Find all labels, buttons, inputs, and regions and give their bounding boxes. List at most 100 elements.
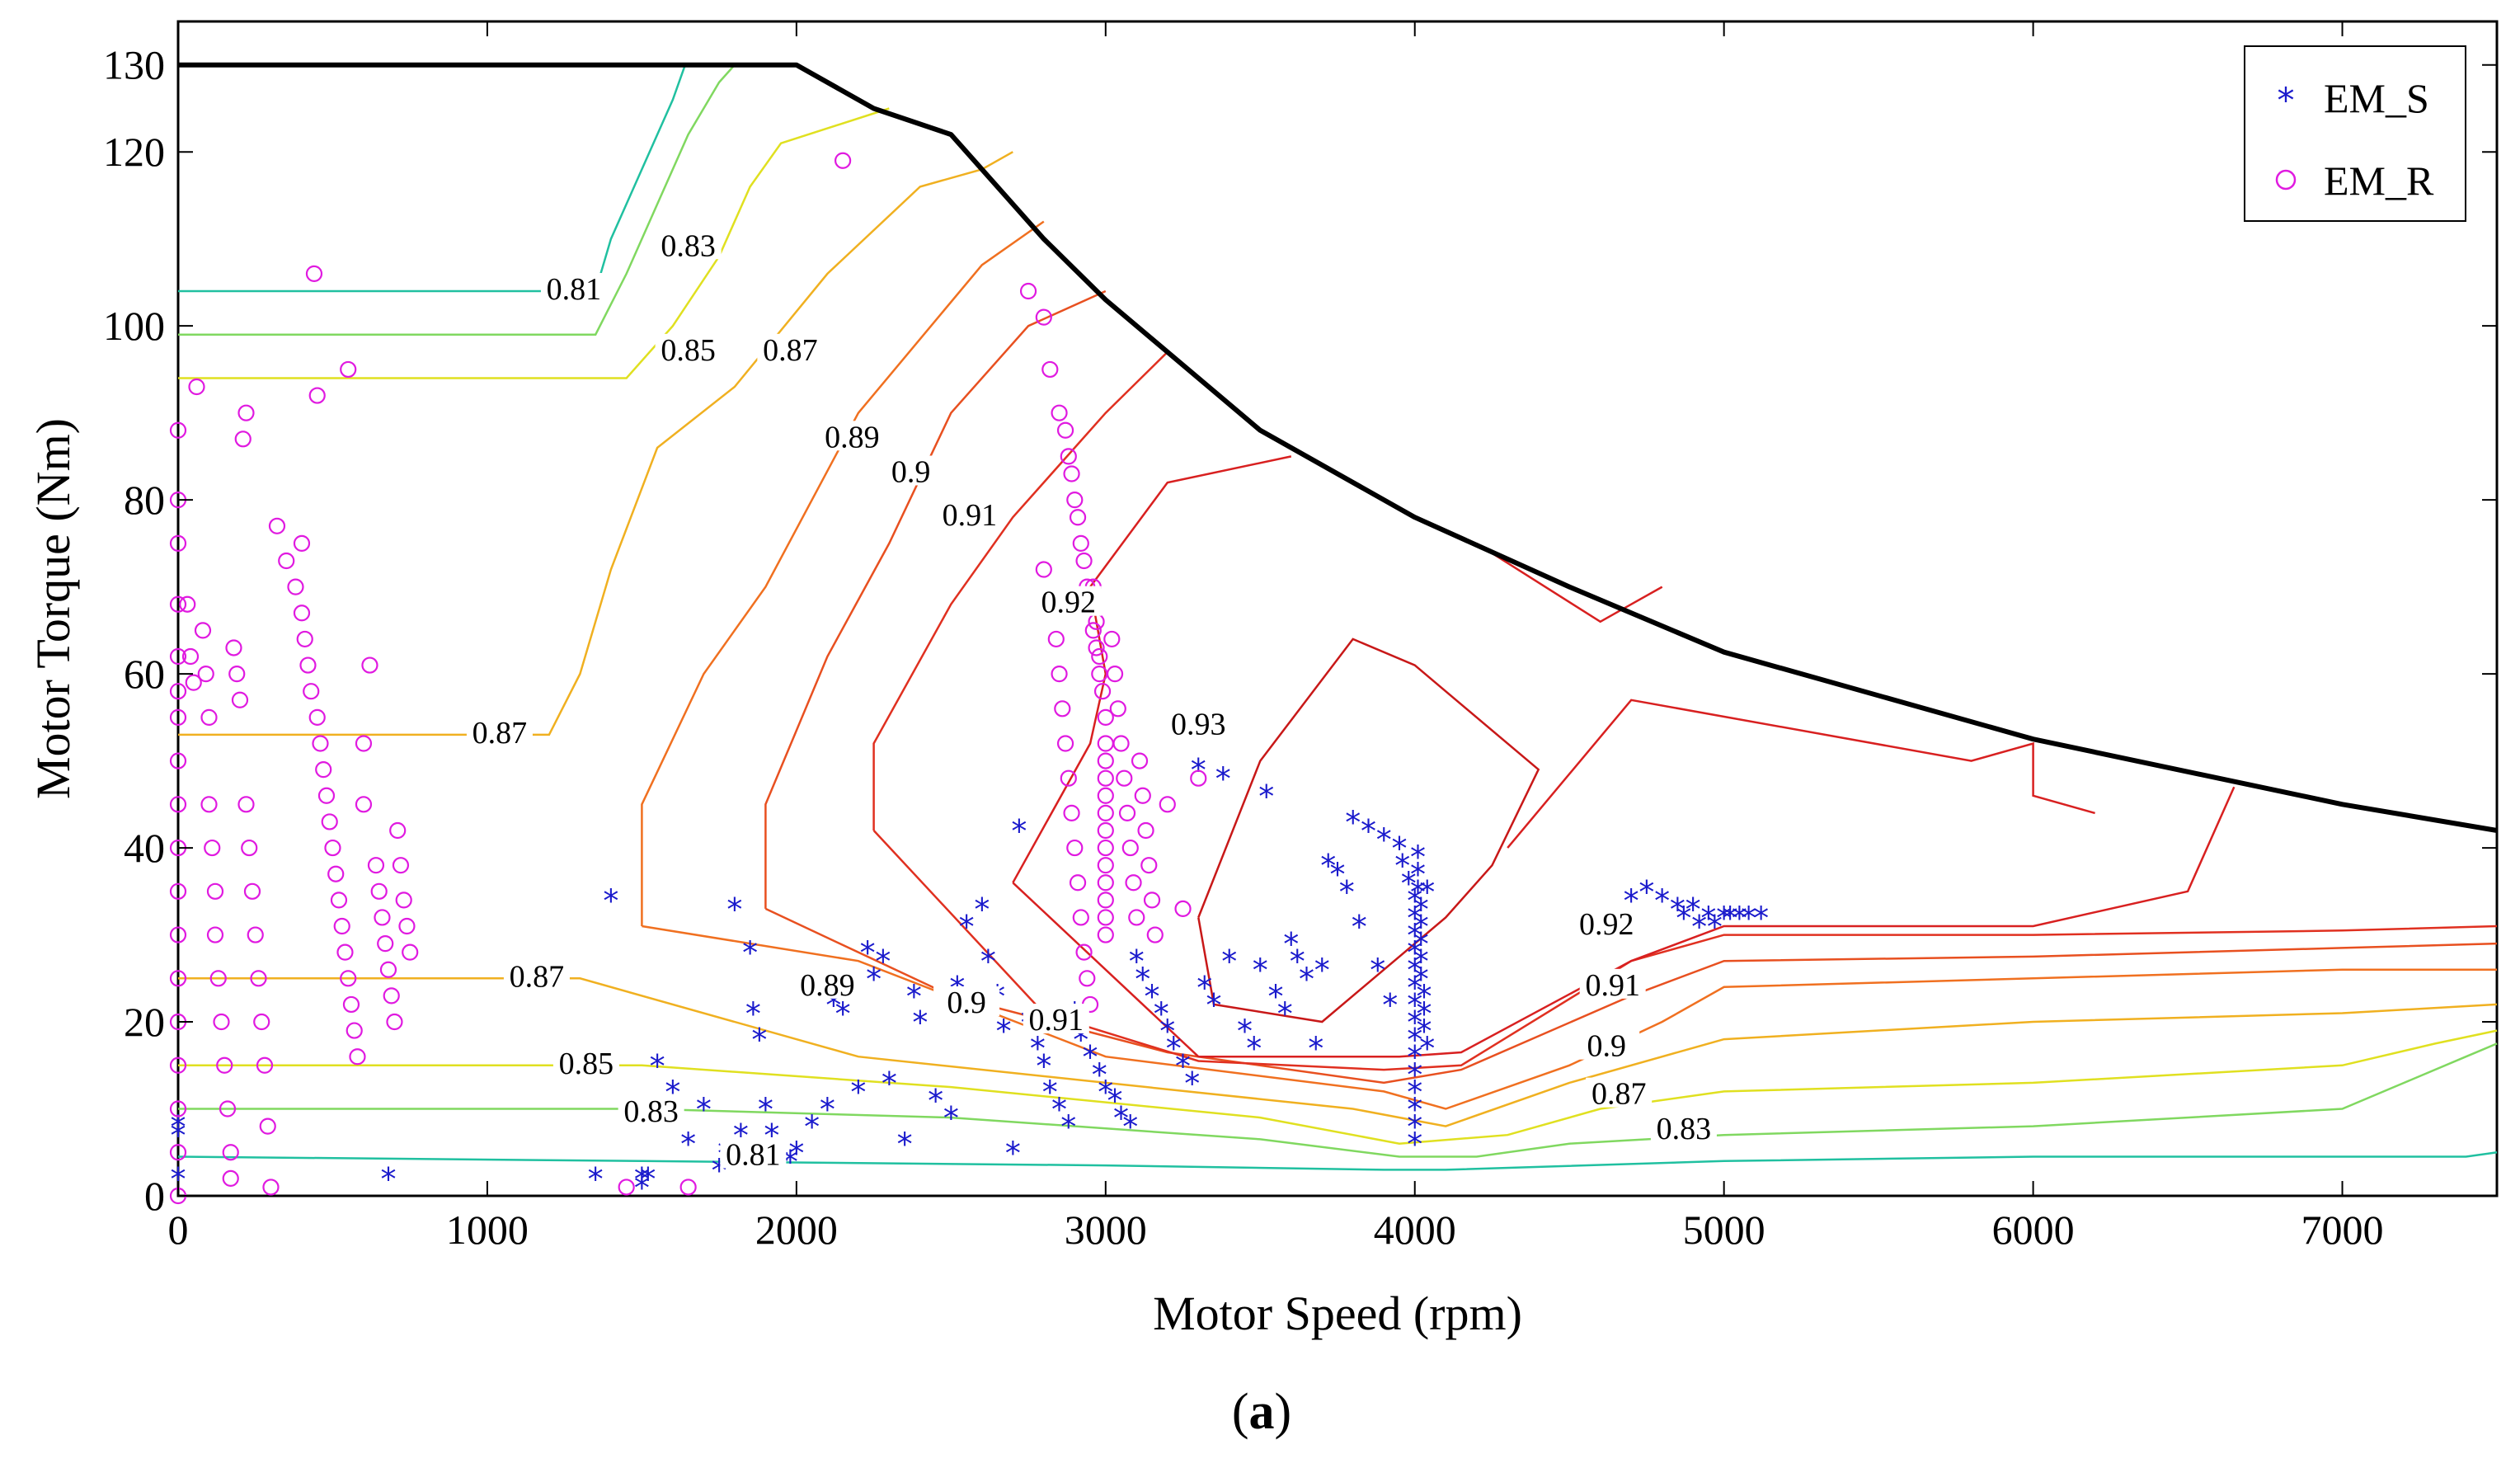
em-r-point	[321, 813, 338, 830]
em-r-point	[1035, 561, 1052, 578]
em-r-point	[1097, 752, 1114, 769]
y-axis-ticks: 0 20 40 60 80 100 120 130	[103, 42, 2497, 1219]
em-r-point	[389, 821, 407, 840]
em-s-point: *	[1011, 813, 1027, 849]
em-s-point: *	[1175, 1048, 1191, 1085]
em-r-point	[1112, 735, 1130, 752]
em-r-point	[1128, 909, 1145, 926]
em-s-point: *	[1413, 892, 1429, 928]
em-s-point: *	[742, 935, 758, 972]
contour-label-bg	[720, 1138, 787, 1169]
em-s-point: *	[1258, 779, 1274, 815]
em-r-point	[1159, 796, 1176, 813]
contour-label: 0.85	[559, 1047, 614, 1081]
contour-label: 0.83	[661, 228, 716, 263]
em-s-point: *	[882, 1066, 897, 1102]
em-r-point	[308, 708, 326, 726]
em-r-point	[1116, 769, 1133, 787]
em-r-point	[1075, 552, 1093, 570]
y-tick-label: 0	[144, 1173, 165, 1219]
em-s-point: *	[1345, 804, 1361, 840]
y-tick-label: 40	[124, 825, 165, 871]
em-r-point	[383, 987, 400, 1005]
em-s-point: *	[680, 1127, 696, 1163]
em-r-point	[243, 882, 261, 900]
em-s-point: *	[1407, 1022, 1422, 1058]
em-r-point	[370, 882, 388, 900]
contour-label-bg	[618, 1094, 684, 1125]
em-s-point: *	[1154, 995, 1169, 1032]
x-tick-label: 6000	[1992, 1207, 2075, 1253]
em-s-point: *	[1654, 882, 1670, 919]
y-tick-label: 20	[124, 999, 165, 1045]
em-s-point: *	[1700, 900, 1716, 936]
em-r-point	[169, 752, 187, 769]
contour-label-bg	[466, 716, 533, 746]
em-s-point: *	[860, 935, 876, 972]
em-s-point: *	[1184, 1066, 1200, 1102]
em-r-point	[231, 691, 249, 708]
em-s-point: *	[1129, 943, 1145, 980]
contour-line-14	[1012, 455, 1292, 883]
em-r-point	[206, 926, 224, 943]
em-r-point	[1051, 404, 1068, 421]
em-s-point: *	[745, 995, 761, 1032]
em-s-point: *	[1113, 1100, 1129, 1136]
contour-label: 0.83	[1657, 1112, 1712, 1146]
em-s-point: *	[980, 943, 996, 980]
contour-line-6	[178, 151, 1013, 736]
em-s-point: *	[1036, 1048, 1051, 1085]
em-s-point: *	[640, 1161, 656, 1197]
em-r-point	[1091, 647, 1108, 666]
legend-box	[2244, 45, 2466, 222]
caption-letter: a	[1249, 1384, 1275, 1440]
em-s-point: *	[1741, 900, 1756, 936]
em-r-point	[179, 595, 196, 613]
contour-label-bg	[877, 455, 944, 486]
em-s-point: *	[1394, 848, 1410, 884]
em-r-point	[241, 839, 258, 857]
em-s-point: *	[1413, 909, 1429, 945]
em-s-point: *	[1723, 900, 1738, 936]
em-r-point	[181, 647, 200, 666]
em-r-point	[278, 552, 295, 570]
contour-label: 0.87	[1591, 1077, 1647, 1112]
contour-line-0	[178, 64, 687, 293]
contour-line-5	[178, 1029, 2498, 1145]
em-s-point: *	[943, 1100, 959, 1136]
contour-label-bg	[1023, 1004, 1089, 1034]
em-r-point	[169, 882, 187, 900]
em-s-point: *	[1083, 1039, 1098, 1075]
em-r-point	[219, 1100, 237, 1117]
em-s-point: *	[1753, 900, 1769, 936]
em-s-point: *	[788, 1135, 804, 1171]
em-r-point	[222, 1144, 239, 1161]
em-s-point: *	[1135, 961, 1150, 997]
em-r-point	[367, 857, 385, 874]
em-s-point: *	[1042, 1074, 1058, 1110]
em-r-point	[1134, 787, 1151, 804]
legend-label: EM_S	[2324, 75, 2429, 121]
em-r-point	[374, 909, 391, 926]
em-s-point: *	[634, 1161, 650, 1197]
em-r-point	[340, 360, 357, 379]
em-s-point: *	[1407, 1056, 1422, 1093]
em-r-point	[1097, 821, 1114, 840]
em-s-point: *	[650, 1048, 665, 1085]
em-r-point	[169, 970, 187, 987]
em-s-point: *	[1145, 978, 1160, 1014]
em-r-point	[209, 970, 227, 987]
em-s-point: *	[1401, 865, 1417, 901]
legend-marker-star: *	[2278, 80, 2295, 120]
contour-line-17	[1476, 542, 1663, 623]
contour-line-10	[764, 289, 1107, 909]
contour-label-bg	[552, 1047, 619, 1077]
em-s-point: *	[1419, 874, 1435, 910]
em-r-point	[1084, 622, 1102, 639]
legend-label: EM_R	[2324, 158, 2434, 204]
contour-label-bg	[503, 960, 570, 990]
max-torque-curve-group	[178, 62, 2498, 833]
x-tick-label: 1000	[446, 1207, 529, 1253]
contour-line-8	[641, 220, 1045, 926]
em-r-point	[1069, 874, 1087, 892]
